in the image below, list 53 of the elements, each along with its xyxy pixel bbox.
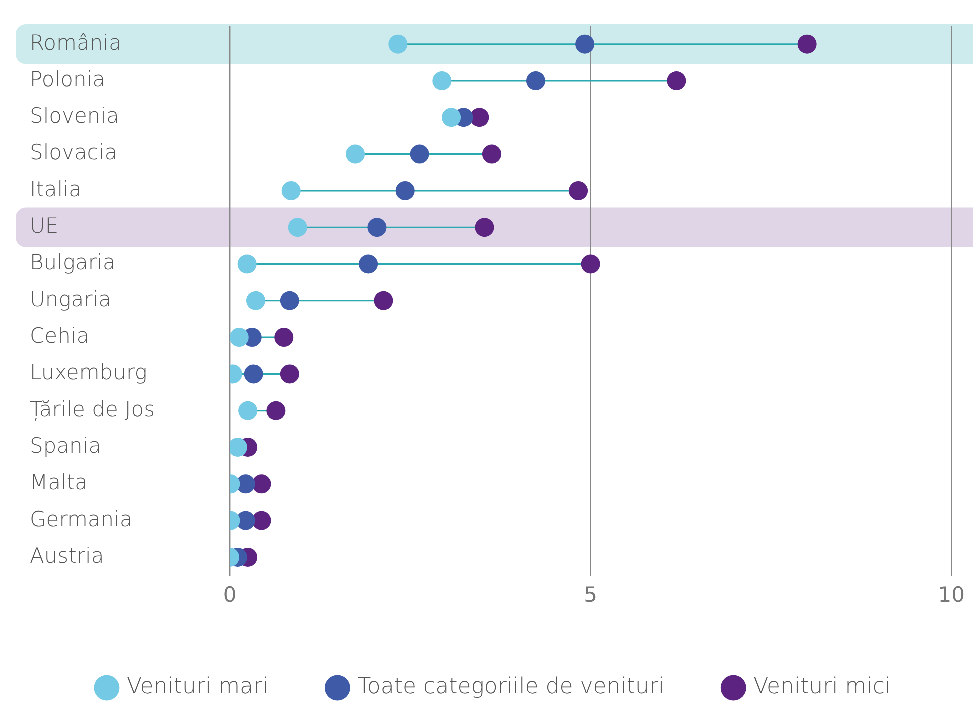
point xyxy=(346,144,366,164)
y-tick-label: Polonia xyxy=(30,67,106,92)
point xyxy=(526,71,546,90)
y-tick-label: Austria xyxy=(30,544,104,568)
point xyxy=(581,254,600,274)
legend-label: Toate categoriile de venituri xyxy=(358,674,665,700)
point xyxy=(238,401,258,420)
legend-label: Venituri mari xyxy=(126,674,269,700)
point xyxy=(396,181,415,200)
y-tick-label: Germania xyxy=(30,507,133,532)
legend-label: Venituri mici xyxy=(754,674,892,700)
point xyxy=(252,474,272,494)
point xyxy=(359,254,378,274)
point xyxy=(266,401,286,420)
point xyxy=(230,328,249,348)
point xyxy=(482,144,502,164)
y-tick-label: Spania xyxy=(30,434,102,458)
point xyxy=(274,328,294,348)
point xyxy=(470,108,490,128)
point xyxy=(280,364,300,384)
y-tick-label: Luxemburg xyxy=(30,360,148,385)
point xyxy=(280,291,300,310)
y-tick-label: Italia xyxy=(30,177,82,202)
point xyxy=(288,218,308,238)
point xyxy=(282,181,301,200)
y-tick-label: Țările de Jos xyxy=(30,397,156,422)
point xyxy=(667,71,686,90)
y-tick-label: Ungaria xyxy=(30,287,112,312)
point xyxy=(238,254,257,274)
y-tick-label: România xyxy=(30,30,122,55)
point xyxy=(246,291,266,310)
y-tick-label: Malta xyxy=(30,470,88,495)
point xyxy=(374,291,394,310)
point xyxy=(388,34,408,54)
y-tick-label: Slovacia xyxy=(30,140,118,165)
point xyxy=(569,181,588,200)
point xyxy=(410,144,430,164)
x-tick-label: 10 xyxy=(938,582,966,607)
point xyxy=(576,34,595,54)
point xyxy=(252,511,272,530)
y-tick-label: Slovenia xyxy=(30,104,120,128)
point xyxy=(432,71,452,90)
point xyxy=(230,438,248,458)
y-tick-label: Cehia xyxy=(30,324,90,348)
x-tick-label: 5 xyxy=(584,582,598,607)
x-tick-label: 0 xyxy=(223,582,237,607)
point xyxy=(442,108,462,128)
y-tick-label: Bulgaria xyxy=(30,250,116,275)
point xyxy=(475,218,494,238)
point xyxy=(244,364,264,384)
point xyxy=(798,34,817,54)
point xyxy=(368,218,387,238)
y-tick-label: UE xyxy=(30,214,59,238)
